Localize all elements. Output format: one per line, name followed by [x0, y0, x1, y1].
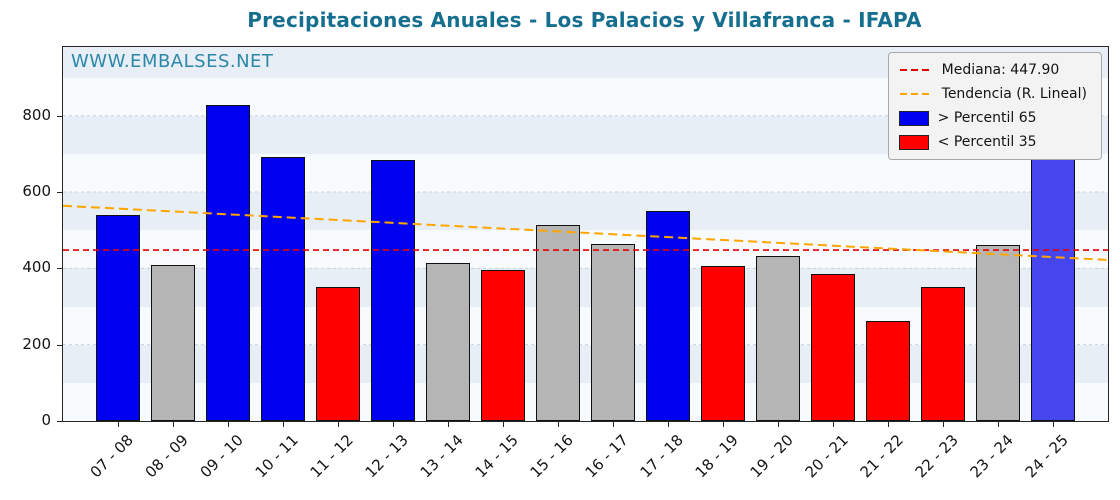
x-tick-label: 07 - 08	[86, 431, 137, 482]
legend-item: Mediana: 447.90	[899, 62, 1087, 78]
plot-area: WWW.EMBALSES.NET Mediana: 447.90 Tendenci…	[22, 46, 1109, 481]
x-tick-label: 09 - 10	[196, 431, 247, 482]
bar-12-13	[371, 160, 415, 421]
y-tick-label: 600	[22, 182, 51, 201]
x-tick-label: 22 - 23	[911, 431, 962, 482]
x-tick-label: 17 - 18	[636, 431, 687, 482]
legend-color-patch	[898, 134, 929, 150]
x-tick	[833, 421, 834, 427]
bar-22-23	[921, 286, 965, 421]
legend-item: Tendencia (R. Lineal)	[899, 86, 1087, 102]
x-tick	[173, 421, 174, 427]
x-tick-label: 12 - 13	[361, 431, 412, 482]
x-tick	[723, 421, 724, 427]
bar-13-14	[426, 263, 470, 421]
legend-item: > Percentil 65	[898, 110, 1087, 126]
overlay-lines	[63, 204, 1108, 261]
legend-dashed-line-sample	[899, 69, 932, 71]
bars	[63, 47, 1108, 421]
bar-23-24	[976, 245, 1020, 421]
y-tick-label: 400	[22, 258, 51, 277]
x-tick	[778, 421, 779, 427]
y-tick	[57, 192, 63, 194]
x-tick	[888, 421, 889, 427]
legend-item: < Percentil 35	[898, 134, 1087, 150]
y-tick	[57, 344, 63, 346]
x-tick	[283, 421, 284, 427]
y-tick-label: 0	[41, 411, 51, 429]
x-tick	[558, 421, 559, 427]
y-tick	[57, 115, 63, 117]
x-tick-label: 15 - 16	[526, 431, 577, 482]
x-tick-label: 08 - 09	[141, 431, 192, 482]
x-tick	[503, 421, 504, 427]
x-tick-label: 10 - 11	[251, 431, 302, 482]
y-tick	[57, 421, 63, 422]
y-tick	[57, 268, 63, 270]
x-tick-label: 14 - 15	[471, 431, 522, 482]
legend-dashed-line-sample	[899, 93, 932, 95]
chart-title: Precipitaciones Anuales - Los Palacios y…	[247, 8, 922, 32]
x-tick-label: 19 - 20	[746, 431, 797, 482]
bar-24-25	[1031, 128, 1075, 421]
x-tick	[448, 421, 449, 427]
bar-18-19	[701, 266, 745, 421]
bar-17-18	[646, 210, 690, 421]
x-tick-label: 20 - 21	[801, 431, 852, 482]
legend-label: > Percentil 65	[937, 110, 1037, 126]
bar-21-22	[866, 320, 910, 421]
x-tick	[118, 421, 119, 427]
x-tick-label: 18 - 19	[691, 431, 742, 482]
x-tick	[1053, 421, 1054, 427]
x-tick	[393, 421, 394, 427]
x-tick-label: 16 - 17	[581, 431, 632, 482]
legend: Mediana: 447.90 Tendencia (R. Lineal) > Pe…	[887, 52, 1102, 160]
x-tick	[338, 421, 339, 427]
x-tick	[943, 421, 944, 427]
x-tick	[228, 421, 229, 427]
x-tick	[668, 421, 669, 427]
legend-label: < Percentil 35	[937, 134, 1037, 150]
bar-19-20	[756, 256, 800, 421]
legend-label: Mediana: 447.90	[941, 62, 1060, 78]
x-tick-label: 11 - 12	[306, 431, 357, 482]
bar-11-12	[316, 287, 360, 421]
bar-16-17	[591, 243, 635, 421]
x-tick-label: 13 - 14	[416, 431, 467, 482]
x-tick-label: 21 - 22	[856, 431, 907, 482]
x-tick	[998, 421, 999, 427]
x-tick-label: 23 - 24	[966, 431, 1017, 482]
legend-color-patch	[898, 110, 929, 126]
legend-label: Tendencia (R. Lineal)	[941, 86, 1087, 102]
bar-09-10	[206, 105, 250, 421]
trend-line	[63, 204, 1108, 261]
watermark: WWW.EMBALSES.NET	[71, 51, 274, 72]
bar-08-09	[151, 264, 195, 421]
y-tick-label: 200	[22, 334, 51, 353]
bar-15-16	[536, 225, 580, 421]
x-tick-label: 24 - 25	[1021, 431, 1072, 482]
bar-14-15	[481, 269, 525, 421]
y-tick-label: 800	[22, 105, 51, 124]
x-tick	[613, 421, 614, 427]
bar-10-11	[261, 156, 305, 421]
bar-20-21	[811, 273, 855, 421]
